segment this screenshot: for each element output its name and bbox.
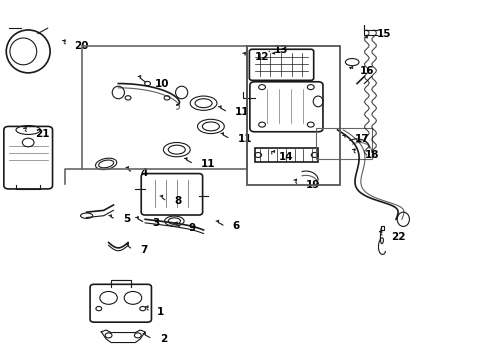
- Bar: [316, 128, 372, 158]
- Text: 11: 11: [201, 159, 216, 169]
- Text: 5: 5: [123, 214, 130, 224]
- Text: 7: 7: [140, 245, 147, 255]
- Text: 12: 12: [255, 52, 269, 62]
- Text: 18: 18: [365, 150, 379, 160]
- Text: 8: 8: [174, 197, 182, 206]
- Bar: [255, 148, 318, 162]
- Text: 4: 4: [140, 168, 147, 178]
- Text: 11: 11: [235, 107, 250, 117]
- Text: 22: 22: [391, 232, 406, 242]
- Bar: [247, 46, 340, 185]
- Text: 16: 16: [360, 66, 374, 76]
- Text: 20: 20: [74, 41, 89, 51]
- Text: 17: 17: [355, 134, 369, 144]
- Text: 15: 15: [376, 28, 391, 39]
- Text: 3: 3: [152, 218, 160, 228]
- Text: 19: 19: [306, 180, 320, 190]
- Text: 21: 21: [35, 129, 50, 139]
- Text: 14: 14: [279, 152, 294, 162]
- Bar: [82, 46, 247, 169]
- Text: 1: 1: [157, 307, 165, 317]
- Text: 2: 2: [160, 334, 167, 344]
- Text: 10: 10: [155, 78, 170, 89]
- Text: 9: 9: [189, 223, 196, 233]
- Text: 11: 11: [238, 134, 252, 144]
- Text: 6: 6: [233, 221, 240, 231]
- Text: 13: 13: [274, 45, 289, 55]
